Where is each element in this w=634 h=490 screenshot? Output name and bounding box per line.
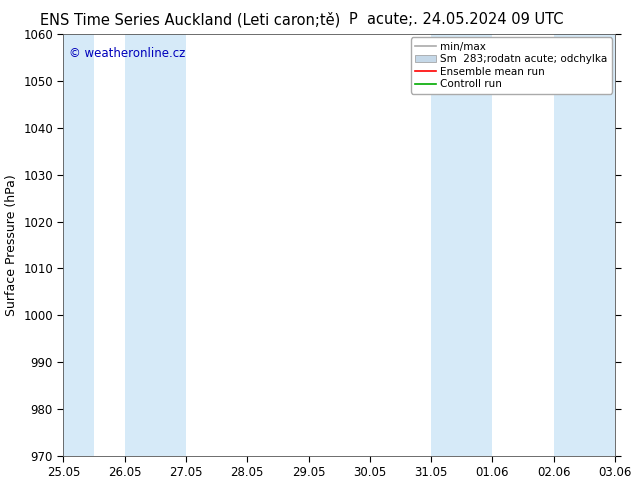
Bar <box>431 34 493 456</box>
Bar <box>553 34 615 456</box>
Text: P  acute;. 24.05.2024 09 UTC: P acute;. 24.05.2024 09 UTC <box>349 12 564 27</box>
Text: ENS Time Series Auckland (Leti caron;tě): ENS Time Series Auckland (Leti caron;tě) <box>40 12 340 28</box>
Text: © weatheronline.cz: © weatheronline.cz <box>69 47 185 60</box>
Bar <box>125 34 186 456</box>
Y-axis label: Surface Pressure (hPa): Surface Pressure (hPa) <box>4 174 18 316</box>
Bar <box>63 34 94 456</box>
Legend: min/max, Sm  283;rodatn acute; odchylka, Ensemble mean run, Controll run: min/max, Sm 283;rodatn acute; odchylka, … <box>411 37 612 94</box>
